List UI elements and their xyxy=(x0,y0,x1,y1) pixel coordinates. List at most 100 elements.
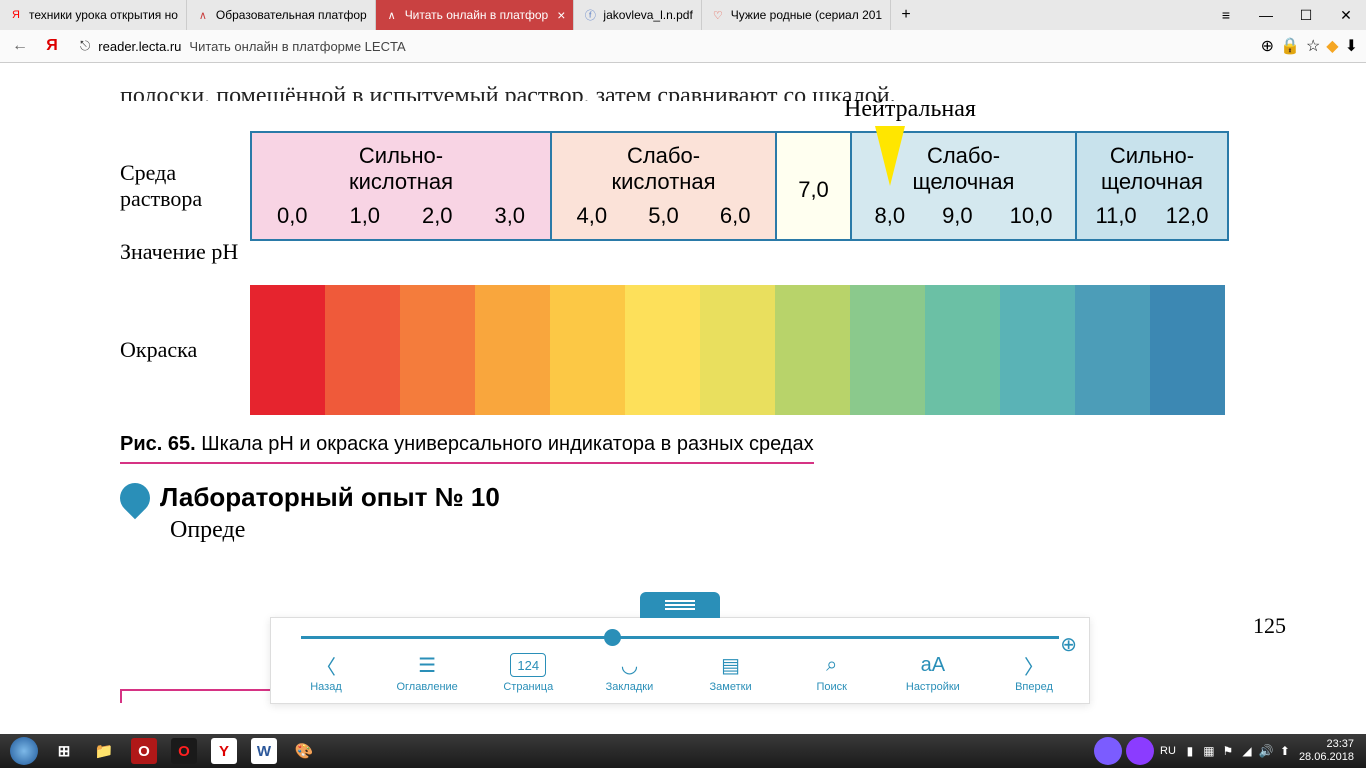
voice-assistant-icon[interactable] xyxy=(1094,737,1122,765)
translate-icon[interactable]: ⊕ xyxy=(1261,36,1274,56)
reader-tool-оглавление[interactable]: ☰Оглавление xyxy=(392,653,462,693)
reader-toolbar: ⊕ 〈Назад ☰Оглавление 124 Страница ◡Закладки ▤… xyxy=(270,617,1090,704)
color-swatch xyxy=(475,285,550,415)
yandex-logo[interactable]: Я xyxy=(40,34,64,58)
reader-tool-настройки[interactable]: aAНастройки xyxy=(898,653,968,693)
voice-assistant-icon[interactable] xyxy=(1126,737,1154,765)
address-bar: ← Я ⎋ reader.lecta.ru Читать онлайн в пл… xyxy=(0,30,1366,62)
category-label: кислотная xyxy=(611,169,715,195)
taskbar-app[interactable]: Y xyxy=(204,736,244,766)
tab-bar: Ятехники урока открытия но∧Образовательн… xyxy=(0,0,1366,30)
min-button[interactable]: — xyxy=(1246,0,1286,30)
ph-row-label: Значение pH xyxy=(120,239,250,265)
panel-handle[interactable] xyxy=(640,592,720,618)
url-domain: reader.lecta.ru xyxy=(98,39,181,54)
lab-title: Лабораторный опыт № 10 xyxy=(160,482,500,513)
taskbar-app[interactable]: 📁 xyxy=(84,736,124,766)
ph-value: 2,0 xyxy=(422,203,453,229)
tool-label: Вперед xyxy=(1015,681,1053,693)
reader-tool-поиск[interactable]: ⌕Поиск xyxy=(797,653,867,693)
new-tab-button[interactable]: + xyxy=(891,0,921,30)
reader-tool-заметки[interactable]: ▤Заметки xyxy=(696,653,766,693)
ph-value: 5,0 xyxy=(648,203,679,229)
taskbar-app[interactable]: O xyxy=(164,736,204,766)
ph-value: 12,0 xyxy=(1166,203,1209,229)
tray-icon[interactable]: ⚑ xyxy=(1220,743,1236,759)
tool-label: Страница xyxy=(503,681,553,693)
tray-icon[interactable]: ▮ xyxy=(1182,743,1198,759)
download-icon[interactable]: ⬇ xyxy=(1345,36,1358,56)
browser-tab[interactable]: ♡Чужие родные (сериал 201 xyxy=(702,0,891,30)
tab-favicon: ∧ xyxy=(384,7,400,23)
ph-values: 0,01,02,03,0 xyxy=(256,203,546,229)
color-row: Окраска xyxy=(120,285,1286,415)
taskbar-app[interactable]: ⊞ xyxy=(44,736,84,766)
ph-value: 1,0 xyxy=(349,203,380,229)
start-button[interactable] xyxy=(4,736,44,766)
taskbar-apps: ⊞📁OOYW🎨 xyxy=(44,736,324,766)
slider-thumb[interactable] xyxy=(604,629,621,646)
close-button[interactable]: ✕ xyxy=(1326,0,1366,30)
back-button[interactable]: ← xyxy=(8,34,32,58)
tool-icon: 〉 xyxy=(1024,653,1044,677)
tray-icon[interactable]: ◢ xyxy=(1239,743,1255,759)
add-bookmark-icon[interactable]: ⊕ xyxy=(1060,632,1077,657)
browser-tab[interactable]: ∧ Читать онлайн в платфор × xyxy=(376,0,575,30)
ph-value-row: Значение pH xyxy=(120,239,1286,265)
ph-value: 0,0 xyxy=(277,203,308,229)
bookmark-star-icon[interactable]: ☆ xyxy=(1306,36,1320,56)
ph-value: 9,0 xyxy=(942,203,973,229)
reader-tool-страница[interactable]: 124 Страница xyxy=(493,653,563,693)
taskbar: ⊞📁OOYW🎨 RU ▮▦⚑◢🔊⬆ 23:37 28.06.2018 xyxy=(0,734,1366,768)
url-field[interactable]: ⎋ reader.lecta.ru Читать онлайн в платфо… xyxy=(72,38,1253,54)
taskbar-app[interactable]: O xyxy=(124,736,164,766)
color-swatch xyxy=(925,285,1000,415)
language-indicator[interactable]: RU xyxy=(1160,745,1176,757)
category-label: Слабо- xyxy=(627,143,700,169)
color-swatch xyxy=(250,285,325,415)
browser-tab[interactable]: ∧Образовательная платфор xyxy=(187,0,376,30)
color-swatch xyxy=(325,285,400,415)
close-tab-icon[interactable]: × xyxy=(557,7,565,23)
tray-icon[interactable]: ▦ xyxy=(1201,743,1217,759)
lock-icon[interactable]: 🔒 xyxy=(1280,36,1300,56)
menu-button[interactable]: ≡ xyxy=(1206,0,1246,30)
ph-scale-diagram: Нейтральная Среда раствора Сильно-кислот… xyxy=(120,131,1286,415)
tray-icon[interactable]: ⬆ xyxy=(1277,743,1293,759)
ph-values: 4,05,06,0 xyxy=(556,203,771,229)
tab-favicon: Я xyxy=(8,7,24,23)
ph-value: 4,0 xyxy=(577,203,608,229)
browser-tab[interactable]: ⓕjakovleva_l.n.pdf xyxy=(574,0,701,30)
tool-icon: 124 xyxy=(510,653,546,677)
tab-label: техники урока открытия но xyxy=(29,8,178,22)
tab-label: Чужие родные (сериал 201 xyxy=(731,8,882,22)
ph-values: 11,012,0 xyxy=(1081,203,1223,229)
ph-value: 7,0 xyxy=(798,177,829,203)
tray-icon[interactable]: 🔊 xyxy=(1258,743,1274,759)
taskbar-app[interactable]: W xyxy=(244,736,284,766)
browser-chrome: Ятехники урока открытия но∧Образовательн… xyxy=(0,0,1366,63)
neutral-label: Нейтральная xyxy=(844,96,976,123)
browser-tab[interactable]: Ятехники урока открытия но xyxy=(0,0,187,30)
lab-heading: Лабораторный опыт № 10 xyxy=(120,482,1286,513)
tool-icon: ▤ xyxy=(721,653,740,677)
tab-label: jakovleva_l.n.pdf xyxy=(603,8,692,22)
tool-label: Назад xyxy=(310,681,342,693)
reader-tool-вперед[interactable]: 〉 Вперед xyxy=(999,653,1069,693)
lab-subtitle: Опреде xyxy=(170,517,1286,544)
max-button[interactable]: ☐ xyxy=(1286,0,1326,30)
reader-tool-закладки[interactable]: ◡Закладки xyxy=(594,653,664,693)
tool-label: Настройки xyxy=(906,681,960,693)
taskbar-app[interactable]: 🎨 xyxy=(284,736,324,766)
voice-assistants xyxy=(1094,737,1154,765)
clock[interactable]: 23:37 28.06.2018 xyxy=(1299,738,1354,764)
tab-label: Читать онлайн в платфор xyxy=(405,8,549,22)
ph-value: 8,0 xyxy=(874,203,905,229)
page-slider-row: ⊕ xyxy=(271,618,1089,647)
category-label: щелочная xyxy=(1101,169,1203,195)
site-info-icon[interactable]: ⎋ xyxy=(80,38,90,54)
tool-icon: ⌕ xyxy=(826,653,837,677)
extension-icon[interactable]: ◆ xyxy=(1326,36,1338,56)
page-slider[interactable] xyxy=(301,636,1059,639)
reader-tool-назад[interactable]: 〈Назад xyxy=(291,653,361,693)
